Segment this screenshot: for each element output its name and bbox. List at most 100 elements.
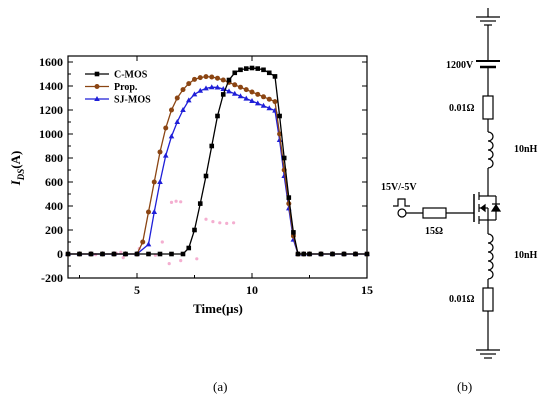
data-point [186,245,192,251]
data-point [266,105,273,111]
resistor-top [482,95,494,120]
panel-label-b: (b) [457,379,472,394]
data-point [208,84,215,90]
data-point [261,94,266,100]
data-point [209,143,215,149]
data-point [146,251,151,257]
data-point [307,251,312,257]
y-tick-label: 0 [57,247,63,261]
x-tick-label: 15 [361,283,373,297]
series-line [68,67,367,255]
data-point [238,67,243,73]
legend-label: SJ-MOS [114,95,151,106]
y-tick-label: 200 [45,223,63,237]
data-point [220,92,226,97]
data-point [88,251,94,257]
ground-symbol-bottom [476,349,500,359]
data-point [203,173,209,179]
data-point [191,91,198,97]
data-point [151,179,157,185]
y-axis-title: IDS(A) [8,151,26,187]
artifact-dot [121,256,125,260]
legend-swatch-marker [94,84,100,89]
circuit-schematic [393,8,502,359]
pulse-icon [393,198,410,207]
data-point [146,209,151,215]
y-axis-title-sub: DS [16,169,26,182]
y-tick-label: 400 [45,199,63,213]
data-point [232,82,238,88]
resistor-top-label: 0.01Ω [449,103,475,114]
artifact-dot [211,220,215,224]
artifact-dot [160,240,164,244]
resistor-bottom-label: 0.01Ω [449,294,475,305]
y-tick-label: -200 [41,271,63,285]
data-point [232,70,238,76]
data-point [255,66,261,71]
legend-swatch-marker [94,71,100,77]
legend-swatch-marker [94,96,100,101]
series-line [68,75,367,255]
inductor-bottom-label: 10nH [514,250,538,261]
data-point [341,251,347,257]
plot-frame [67,55,368,279]
series-prop- [65,74,370,257]
data-point [243,95,250,101]
data-point [272,74,278,79]
data-point [295,251,301,257]
data-point [100,251,105,257]
legend-item: SJ-MOS [85,95,151,106]
data-point [180,87,186,93]
data-point [134,251,140,257]
data-point [65,251,71,257]
data-point [180,251,186,257]
data-point [174,95,180,101]
y-axis: -200 0 200 400 600 800 1000 1200 1400 1600 [39,55,367,285]
y-tick-label: 800 [45,151,63,165]
data-point [215,75,220,81]
data-point [209,74,215,80]
mosfet-symbol [473,192,502,224]
data-point [162,152,169,158]
gate-source-label: 15V/-5V [381,182,417,193]
legend-item: Prop. [85,82,138,93]
data-point [168,133,175,139]
series-sj-mos [65,84,370,256]
data-point [192,76,197,82]
data-point [163,125,169,131]
data-point [286,195,292,200]
data-point [111,251,117,257]
data-point [169,251,174,257]
data-point [266,96,272,102]
data-point [237,93,244,99]
data-point [249,98,255,103]
data-point [180,107,186,112]
artifact-dot [204,217,208,221]
artifact-dot [218,221,222,225]
data-point [281,155,287,161]
series-line [68,86,367,255]
x-axis: 5 10 15 [79,56,373,297]
gate-resistor-label: 15Ω [425,226,443,237]
data-point [157,149,163,155]
voltage-label: 1200V [446,60,474,71]
data-point [261,67,266,73]
series-layer [65,65,370,257]
data-point [243,66,249,71]
data-point [226,88,232,94]
x-tick-label: 10 [246,283,258,297]
artifact-dot [195,257,199,261]
artifact-dot [179,200,183,204]
data-point [214,84,221,90]
data-point [249,65,255,71]
data-point [277,113,282,119]
y-tick-label: 1400 [39,79,63,93]
artifact-dot [167,262,171,266]
data-point [185,97,192,103]
legend-label: Prop. [114,82,138,93]
data-point [272,99,278,105]
data-point [123,251,128,257]
artifact-dot [179,259,183,263]
data-point [260,102,267,108]
